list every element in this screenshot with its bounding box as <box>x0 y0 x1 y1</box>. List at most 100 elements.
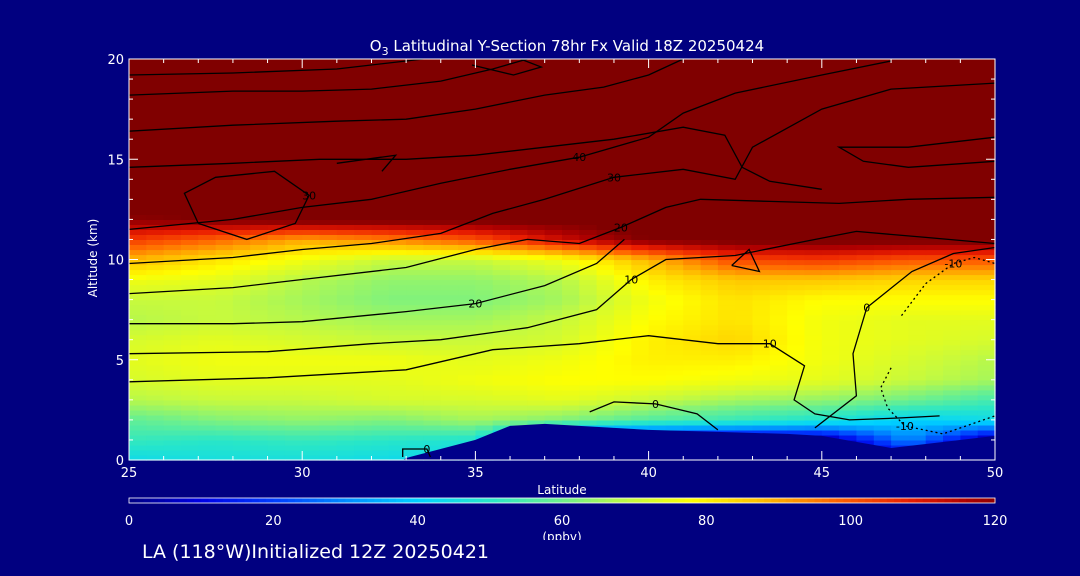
heatmap-cell <box>925 209 944 215</box>
heatmap-cell <box>406 74 424 80</box>
heatmap-cell <box>614 114 632 120</box>
heatmap-cell <box>752 289 771 296</box>
heatmap-cell <box>665 94 684 100</box>
heatmap-cell <box>250 59 269 65</box>
heatmap-cell <box>440 139 459 145</box>
heatmap-cell <box>215 239 234 245</box>
heatmap-cell <box>336 149 355 155</box>
heatmap-cell <box>821 239 840 245</box>
heatmap-cell <box>423 349 442 356</box>
heatmap-cell <box>562 409 580 416</box>
heatmap-cell <box>717 134 736 140</box>
contour-label: 30 <box>607 171 621 184</box>
heatmap-cell <box>544 74 563 80</box>
heatmap-cell <box>250 119 269 125</box>
colorbar-segment <box>987 498 996 503</box>
heatmap-cell <box>284 419 303 426</box>
heatmap-cell <box>769 354 788 361</box>
heatmap-cell <box>388 209 407 215</box>
heatmap-cell <box>388 134 407 140</box>
heatmap-cell <box>440 89 459 95</box>
heatmap-cell <box>614 394 632 401</box>
heatmap-cell <box>856 124 875 130</box>
heatmap-cell <box>146 59 165 65</box>
heatmap-cell <box>146 399 165 406</box>
heatmap-cell <box>232 199 251 205</box>
heatmap-cell <box>198 314 217 321</box>
heatmap-cell <box>614 249 632 256</box>
heatmap-cell <box>683 314 702 321</box>
heatmap-cell <box>215 124 234 130</box>
heatmap-cell <box>787 274 806 281</box>
heatmap-cell <box>440 314 459 321</box>
heatmap-cell <box>163 284 182 291</box>
heatmap-cell <box>267 439 286 446</box>
heatmap-cell <box>700 414 719 421</box>
heatmap-cell <box>960 379 979 386</box>
heatmap-cell <box>163 249 182 256</box>
heatmap-cell <box>284 279 303 286</box>
heatmap-cell <box>267 424 286 431</box>
heatmap-cell <box>891 404 909 411</box>
heatmap-cell <box>475 334 494 341</box>
heatmap-cell <box>232 244 251 251</box>
heatmap-cell <box>371 224 390 230</box>
heatmap-cell <box>908 149 927 155</box>
heatmap-cell <box>717 114 736 120</box>
heatmap-cell <box>510 229 528 235</box>
heatmap-cell <box>925 179 944 185</box>
heatmap-cell <box>163 314 182 321</box>
heatmap-cell <box>319 359 338 366</box>
heatmap-cell <box>458 424 476 431</box>
heatmap-cell <box>769 429 788 436</box>
heatmap-cell <box>908 239 927 245</box>
heatmap-cell <box>769 64 788 70</box>
heatmap-cell <box>129 445 147 451</box>
heatmap-cell <box>614 204 632 210</box>
heatmap-cell <box>302 324 321 331</box>
heatmap-cell <box>475 284 494 291</box>
heatmap-cell <box>614 169 632 175</box>
heatmap-cell <box>804 224 823 230</box>
heatmap-cell <box>319 129 338 135</box>
heatmap-cell <box>960 154 979 160</box>
heatmap-cell <box>700 344 719 351</box>
heatmap-cell <box>267 229 286 235</box>
heatmap-cell <box>804 219 823 225</box>
heatmap-cell <box>908 124 927 130</box>
heatmap-cell <box>267 434 286 441</box>
heatmap-cell <box>232 89 251 95</box>
heatmap-cell <box>458 319 476 326</box>
heatmap-cell <box>960 164 979 170</box>
heatmap-cell <box>596 234 615 240</box>
heatmap-cell <box>181 394 199 401</box>
heatmap-cell <box>977 124 996 130</box>
heatmap-cell <box>735 199 754 205</box>
heatmap-cell <box>683 354 702 361</box>
heatmap-cell <box>735 79 754 85</box>
heatmap-cell <box>163 399 182 406</box>
heatmap-cell <box>215 114 234 120</box>
heatmap-cell <box>943 304 961 311</box>
heatmap-cell <box>475 129 494 135</box>
heatmap-cell <box>960 149 979 155</box>
heatmap-cell <box>440 339 459 346</box>
heatmap-cell <box>579 404 598 411</box>
heatmap-cell <box>267 409 286 416</box>
heatmap-cell <box>181 404 199 411</box>
heatmap-cell <box>614 374 632 381</box>
heatmap-cell <box>787 334 806 341</box>
heatmap-cell <box>492 164 511 170</box>
heatmap-cell <box>129 274 147 281</box>
heatmap-cell <box>562 349 580 356</box>
heatmap-cell <box>544 174 563 180</box>
heatmap-cell <box>908 334 927 341</box>
heatmap-cell <box>735 314 754 321</box>
heatmap-cell <box>198 284 217 291</box>
heatmap-cell <box>336 445 355 451</box>
heatmap-cell <box>873 194 892 200</box>
heatmap-cell <box>527 334 546 341</box>
heatmap-cell <box>371 174 390 180</box>
heatmap-cell <box>388 379 407 386</box>
heatmap-cell <box>960 244 979 251</box>
